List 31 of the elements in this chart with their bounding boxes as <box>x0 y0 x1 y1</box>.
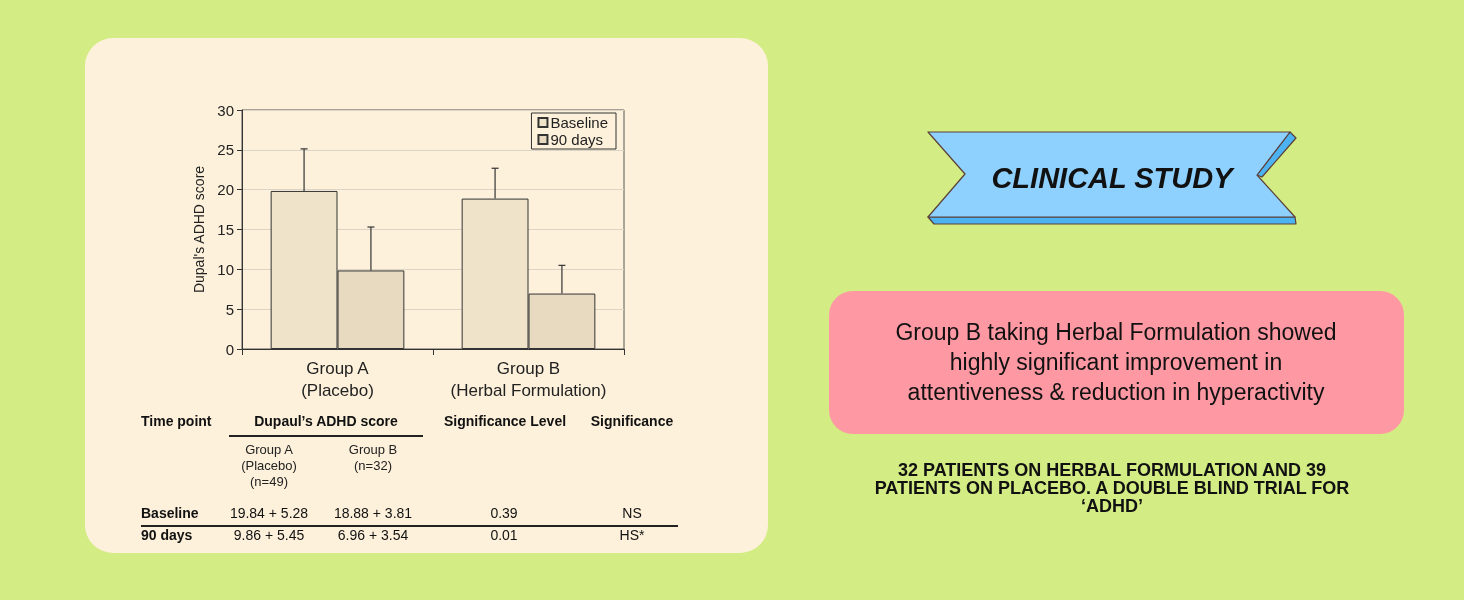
text: Group B taking Herbal Formulation showed highly significant improvement in attentiveness & reduction in hyperactivity <box>894 318 1338 407</box>
text: 18.88 + 3.81 <box>333 505 413 521</box>
text: 0.39 <box>490 505 518 521</box>
y-tick-label: 15 <box>217 221 234 238</box>
text: HS* <box>619 527 645 543</box>
text: Group A (Placebo) (n=49) <box>241 442 297 490</box>
text: 0.01 <box>490 527 518 543</box>
text: 19.84 + 5.28 <box>229 505 309 521</box>
text: Significance Level <box>443 413 567 429</box>
text: CLINICAL STUDY <box>991 161 1233 195</box>
text: 9.86 + 5.45 <box>233 527 305 543</box>
text: Dupaul’s ADHD score <box>254 413 398 429</box>
text: Baseline <box>141 505 199 521</box>
text: Significance <box>590 413 674 429</box>
x-tick-label: Group A (Placebo) <box>301 358 374 400</box>
y-tick-label: 10 <box>217 260 234 278</box>
y-tick-label: 30 <box>217 101 234 119</box>
text: 32 PATIENTS ON HERBAL FORMULATION AND 39 PATIENTS ON PLACEBO. A DOUBLE BLIND TRIAL FOR ‘ADHD’ <box>873 460 1351 516</box>
x-tick-label: Group B (Herbal Formulation) <box>450 358 607 400</box>
text: Time point <box>141 413 212 429</box>
y-axis-title: Dupal's ADHD score <box>191 165 208 294</box>
text: 90 days <box>141 527 193 543</box>
legend-label: Baseline <box>550 114 609 131</box>
y-tick-label: 20 <box>217 181 234 199</box>
text: NS <box>622 505 642 521</box>
y-tick-label: 0 <box>225 340 234 358</box>
y-tick-label: 25 <box>217 141 234 159</box>
text: Group B (n=32) <box>348 442 398 474</box>
y-tick-label: 5 <box>225 300 234 318</box>
text: 6.96 + 3.54 <box>337 527 409 543</box>
legend-label: 90 days <box>550 131 604 148</box>
